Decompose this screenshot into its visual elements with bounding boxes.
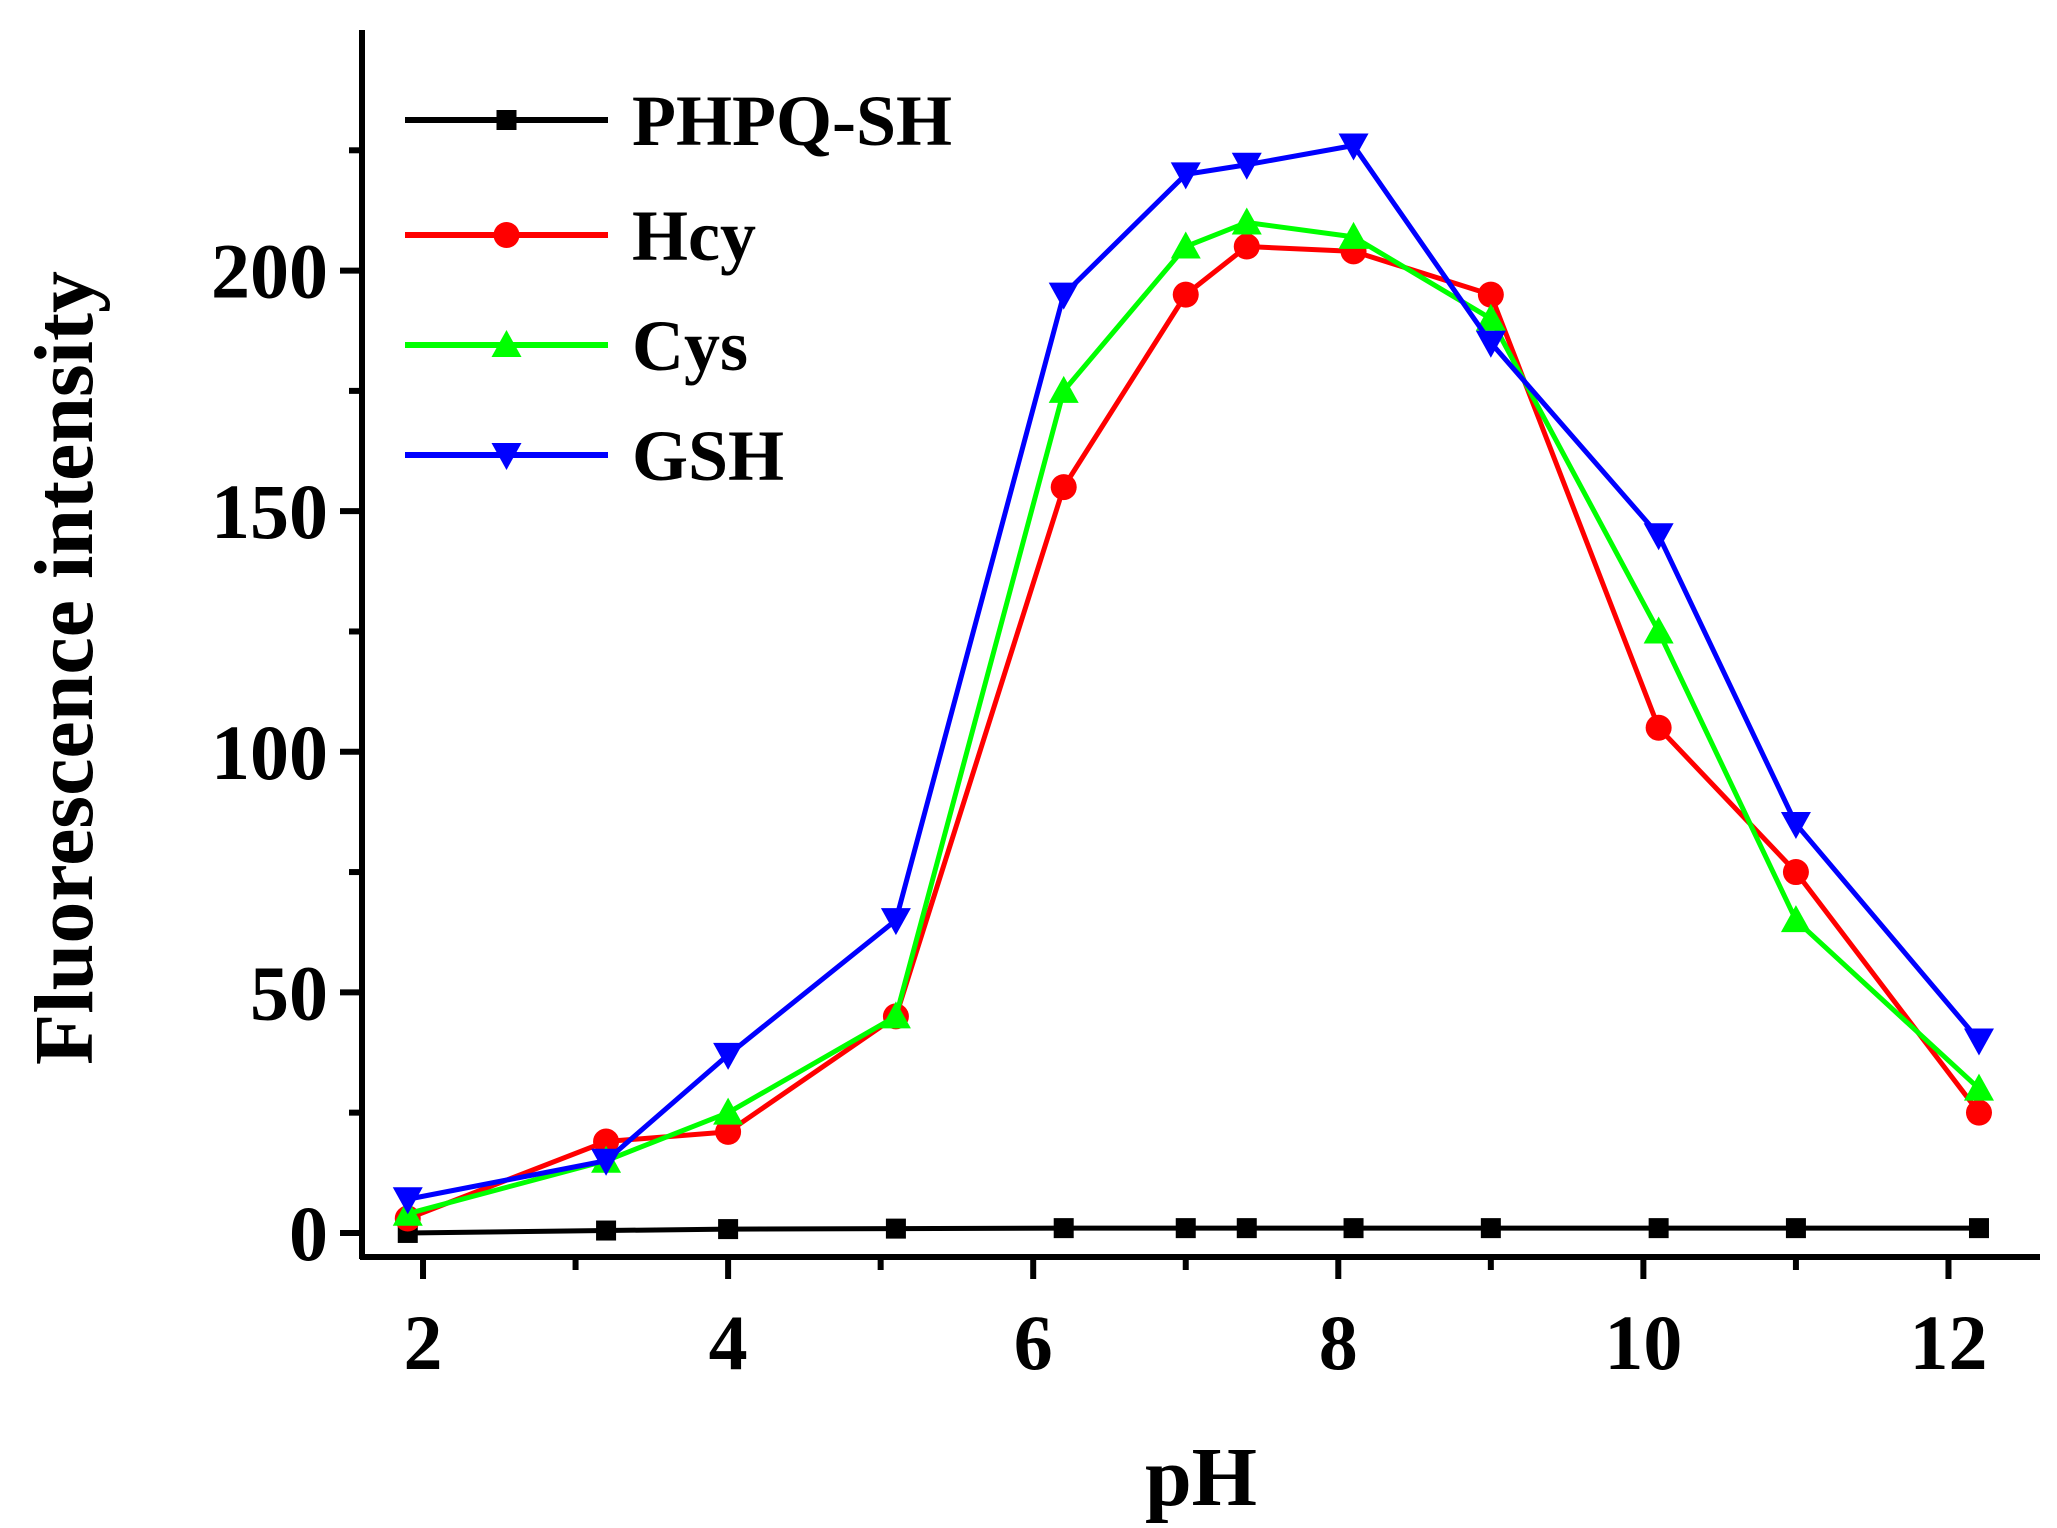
x-tick-label: 12	[1909, 1299, 1987, 1386]
data-point	[1643, 616, 1674, 644]
data-point	[1477, 281, 1504, 308]
data-point	[1475, 303, 1506, 331]
series-gsh	[392, 133, 1994, 1215]
y-tick-label: 150	[211, 468, 328, 555]
series-line	[407, 142, 1981, 1202]
y-tick-label: 200	[211, 228, 328, 315]
data-point	[1338, 221, 1369, 249]
data-point	[1170, 231, 1201, 259]
legend-item: Cys	[405, 306, 748, 386]
legend-label: Hcy	[632, 196, 756, 276]
data-point	[1231, 207, 1262, 235]
axes: 2 4 6 8 10 12 0 50 100 150 200	[211, 30, 2040, 1386]
data-point	[1782, 859, 1809, 886]
data-point	[1780, 905, 1811, 933]
data-point	[1053, 1218, 1074, 1239]
data-point	[1963, 1028, 1994, 1056]
data-point	[1170, 162, 1201, 190]
x-tick-label: 8	[1319, 1299, 1358, 1386]
data-point	[1648, 1218, 1669, 1239]
series-phpq-sh	[397, 1218, 1989, 1243]
data-point	[1475, 330, 1506, 358]
series-cys	[392, 207, 1994, 1226]
data-point	[1231, 152, 1262, 180]
legend-item: GSH	[405, 416, 784, 496]
legend-marker	[496, 110, 517, 130]
legend-marker	[491, 443, 522, 470]
data-point	[1233, 233, 1260, 260]
data-point	[1172, 281, 1199, 308]
legend-item: PHPQ-SH	[405, 81, 952, 161]
legend: PHPQ-SH Hcy Cys GSH	[405, 81, 952, 496]
y-tick-label: 100	[211, 709, 328, 796]
data-point	[596, 1220, 617, 1241]
y-tick-label: 0	[289, 1190, 328, 1277]
data-point	[1338, 133, 1369, 161]
data-point	[1048, 282, 1079, 310]
data-point	[1780, 811, 1811, 839]
data-point	[591, 1148, 622, 1176]
data-point	[1175, 1218, 1196, 1239]
x-axis-title: pH	[1145, 1431, 1257, 1524]
data-point	[715, 1118, 742, 1145]
data-point	[880, 908, 911, 936]
data-point	[1645, 714, 1672, 741]
data-point	[1048, 375, 1079, 403]
legend-marker	[493, 222, 520, 248]
data-point	[1050, 474, 1077, 501]
x-tick-label: 4	[709, 1299, 748, 1386]
x-tick-label: 2	[404, 1299, 443, 1386]
x-tick-label: 6	[1014, 1299, 1053, 1386]
data-point	[593, 1128, 620, 1155]
legend-label: GSH	[632, 416, 784, 496]
y-axis-title: Fluorescence intensity	[18, 271, 111, 1065]
data-point	[1965, 1099, 1992, 1126]
legend-marker	[491, 330, 522, 357]
data-point	[885, 1218, 906, 1239]
data-point	[718, 1219, 739, 1240]
data-point	[1480, 1218, 1501, 1239]
data-point	[713, 1042, 744, 1070]
data-point	[392, 1187, 423, 1215]
series-line	[406, 244, 1981, 1221]
data-point	[1343, 1218, 1364, 1239]
data-point	[1236, 1218, 1257, 1239]
series-line	[407, 1225, 1979, 1236]
legend-item: Hcy	[405, 196, 756, 276]
data-point	[1643, 523, 1674, 551]
series-line	[407, 219, 1981, 1217]
y-tick-label: 50	[250, 949, 328, 1036]
x-tick-label: 10	[1604, 1299, 1682, 1386]
legend-label: Cys	[632, 306, 748, 386]
data-point	[713, 1097, 744, 1125]
plot-area	[392, 133, 1994, 1243]
legend-label: PHPQ-SH	[632, 81, 952, 161]
data-point	[880, 1001, 911, 1029]
data-point	[1968, 1218, 1989, 1239]
data-point	[1963, 1073, 1994, 1101]
data-point	[1785, 1218, 1806, 1239]
